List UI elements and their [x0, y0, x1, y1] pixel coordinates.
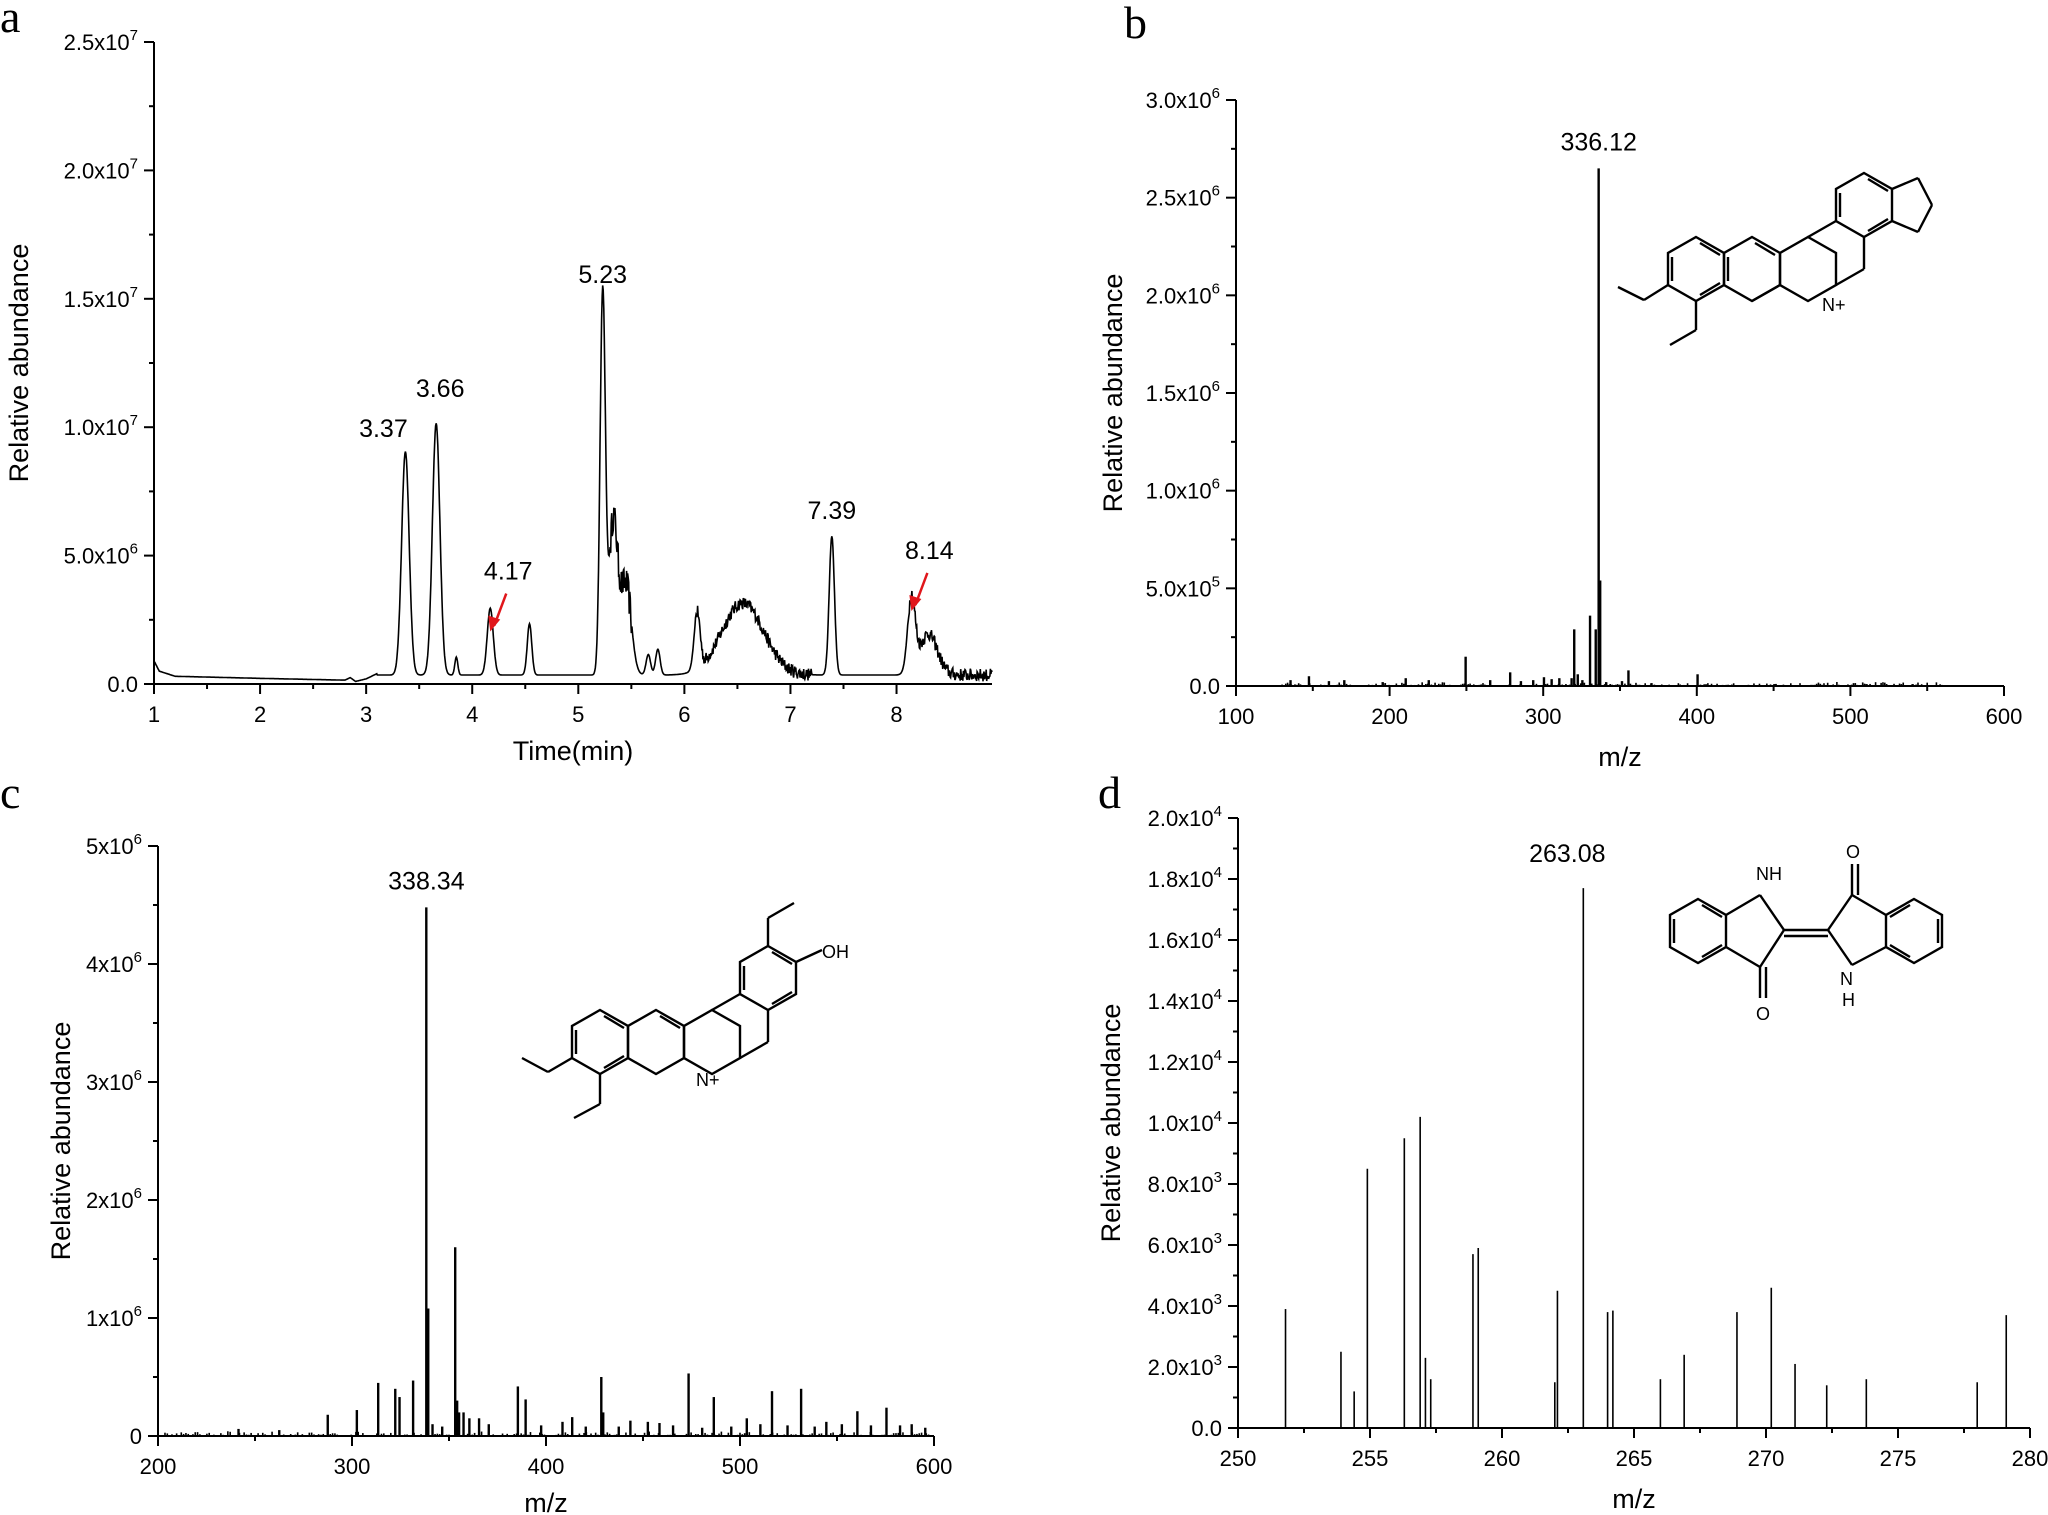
- y-tick-label: 4.0x103: [1148, 1291, 1222, 1319]
- x-tick-label: 4: [466, 702, 478, 727]
- y-tick-label: 3x106: [86, 1067, 142, 1095]
- y-tick-label: 2.0x103: [1148, 1352, 1222, 1380]
- indirubin-o-label-bottom: O: [1756, 1004, 1770, 1024]
- structure-jatrorrhizine: OH N+: [521, 901, 849, 1120]
- y-tick-label: 1.0x107: [64, 412, 138, 440]
- jatrorrhizine-n-label: N+: [696, 1070, 720, 1090]
- y-tick-label: 2.5x106: [1146, 183, 1220, 211]
- x-tick-label: 260: [1484, 1446, 1521, 1471]
- x-tick-label: 400: [1678, 704, 1715, 729]
- y-tick-label: 2.0x104: [1148, 803, 1222, 831]
- indirubin-n-label-top: NH: [1756, 864, 1782, 884]
- panel-letter-b: b: [1124, 0, 1147, 48]
- y-tick-label: 1x106: [86, 1303, 142, 1331]
- x-tick-label: 400: [528, 1454, 565, 1479]
- y-tick-label: 0.0: [107, 672, 138, 697]
- x-tick-label: 100: [1218, 704, 1255, 729]
- y-tick-label: 3.0x106: [1146, 85, 1220, 113]
- y-tick-label: 1.0x104: [1148, 1108, 1222, 1136]
- peak-label: 7.39: [807, 497, 856, 525]
- x-tick-label: 8: [890, 702, 902, 727]
- chart-a: 1 2 3 4 5 6 7 8 0.0 5.0x106 1.0x107 1.5x107 2.0x107 2…: [4, 27, 993, 766]
- y-tick-label: 5.0x106: [64, 541, 138, 569]
- x-tick-label: 6: [678, 702, 690, 727]
- peak-label: 3.37: [359, 415, 408, 443]
- y-tick-label: 1.4x104: [1148, 986, 1222, 1014]
- peak-label: 263.08: [1529, 840, 1605, 868]
- peak-label: 3.66: [416, 375, 465, 403]
- y-tick-label: 1.8x104: [1148, 864, 1222, 892]
- peak-label: 338.34: [388, 867, 465, 895]
- x-tick-label: 5: [572, 702, 584, 727]
- x-tick-label: 300: [334, 1454, 371, 1479]
- y-axis-label: Relative abundance: [4, 244, 34, 483]
- peak-arrow-head: [488, 615, 501, 632]
- berberine-n-label: N+: [1822, 295, 1846, 315]
- x-axis-label: Time(min): [513, 736, 634, 766]
- y-axis-label: Relative abundance: [1096, 1004, 1126, 1243]
- x-tick-label: 275: [1880, 1446, 1917, 1471]
- structure-berberine: N+: [1617, 171, 1934, 347]
- peak-label: 5.23: [578, 261, 627, 289]
- x-tick-label: 600: [916, 1454, 953, 1479]
- structure-indirubin: NH N H O O: [1668, 842, 1944, 1024]
- panel-letter-a: a: [0, 0, 20, 42]
- y-tick-label: 0: [130, 1424, 142, 1449]
- x-tick-label: 500: [1832, 704, 1869, 729]
- x-tick-label: 250: [1220, 1446, 1257, 1471]
- y-tick-label: 5.0x105: [1146, 573, 1220, 601]
- y-tick-label: 6.0x103: [1148, 1230, 1222, 1258]
- chart-b: 100 200 300 400 500 600 0.0 5.0x105 1.0x106 1.5x1…: [1098, 85, 2022, 772]
- y-tick-label: 1.5x106: [1146, 378, 1220, 406]
- x-tick-label: 3: [360, 702, 372, 727]
- y-tick-label: 8.0x103: [1148, 1169, 1222, 1197]
- panel-letter-d: d: [1098, 767, 1121, 818]
- y-axis-label: Relative abundance: [1098, 274, 1128, 513]
- chart-d: 250 255 260 265 270 275 280 0.0 2.0x103 4.0x103 6.…: [1096, 803, 2048, 1514]
- x-tick-label: 1: [148, 702, 160, 727]
- x-axis-label: m/z: [524, 1488, 568, 1515]
- y-tick-label: 1.5x107: [64, 284, 138, 312]
- x-tick-label: 200: [1371, 704, 1408, 729]
- x-tick-label: 255: [1352, 1446, 1389, 1471]
- chart-c: 200 300 400 500 600 0 1x106 2x106 3x106 4x106 5x10…: [46, 831, 952, 1515]
- y-tick-label: 1.6x104: [1148, 925, 1222, 953]
- x-tick-label: 500: [722, 1454, 759, 1479]
- peak-label: 8.14: [905, 537, 954, 565]
- indirubin-n-label-bottom: N: [1840, 969, 1853, 989]
- y-tick-label: 2x106: [86, 1185, 142, 1213]
- x-tick-label: 270: [1748, 1446, 1785, 1471]
- y-tick-label: 2.0x106: [1146, 280, 1220, 308]
- y-tick-label: 2.0x107: [64, 155, 138, 183]
- x-tick-label: 7: [784, 702, 796, 727]
- x-tick-label: 265: [1616, 1446, 1653, 1471]
- panel-letter-c: c: [0, 767, 20, 818]
- indirubin-o-label-top: O: [1846, 842, 1860, 862]
- x-axis-label: m/z: [1612, 1484, 1656, 1514]
- y-tick-label: 1.2x104: [1148, 1047, 1222, 1075]
- peak-arrow-head: [909, 594, 922, 611]
- y-tick-label: 5x106: [86, 831, 142, 859]
- chromatogram-line: [153, 285, 993, 683]
- y-axis-label: Relative abundance: [46, 1022, 76, 1261]
- y-tick-label: 1.0x106: [1146, 476, 1220, 504]
- peak-label: 4.17: [484, 558, 533, 586]
- jatrorrhizine-oh-label: OH: [822, 942, 849, 962]
- y-tick-label: 0.0: [1191, 1416, 1222, 1441]
- x-tick-label: 300: [1525, 704, 1562, 729]
- y-tick-label: 2.5x107: [64, 27, 138, 55]
- x-tick-label: 200: [140, 1454, 177, 1479]
- x-tick-label: 2: [254, 702, 266, 727]
- x-axis-label: m/z: [1598, 742, 1642, 772]
- peak-label: 336.12: [1560, 128, 1636, 156]
- y-tick-label: 0.0: [1189, 674, 1220, 699]
- x-tick-label: 280: [2012, 1446, 2048, 1471]
- indirubin-h-label-bottom: H: [1842, 990, 1855, 1010]
- y-tick-label: 4x106: [86, 949, 142, 977]
- x-tick-label: 600: [1986, 704, 2023, 729]
